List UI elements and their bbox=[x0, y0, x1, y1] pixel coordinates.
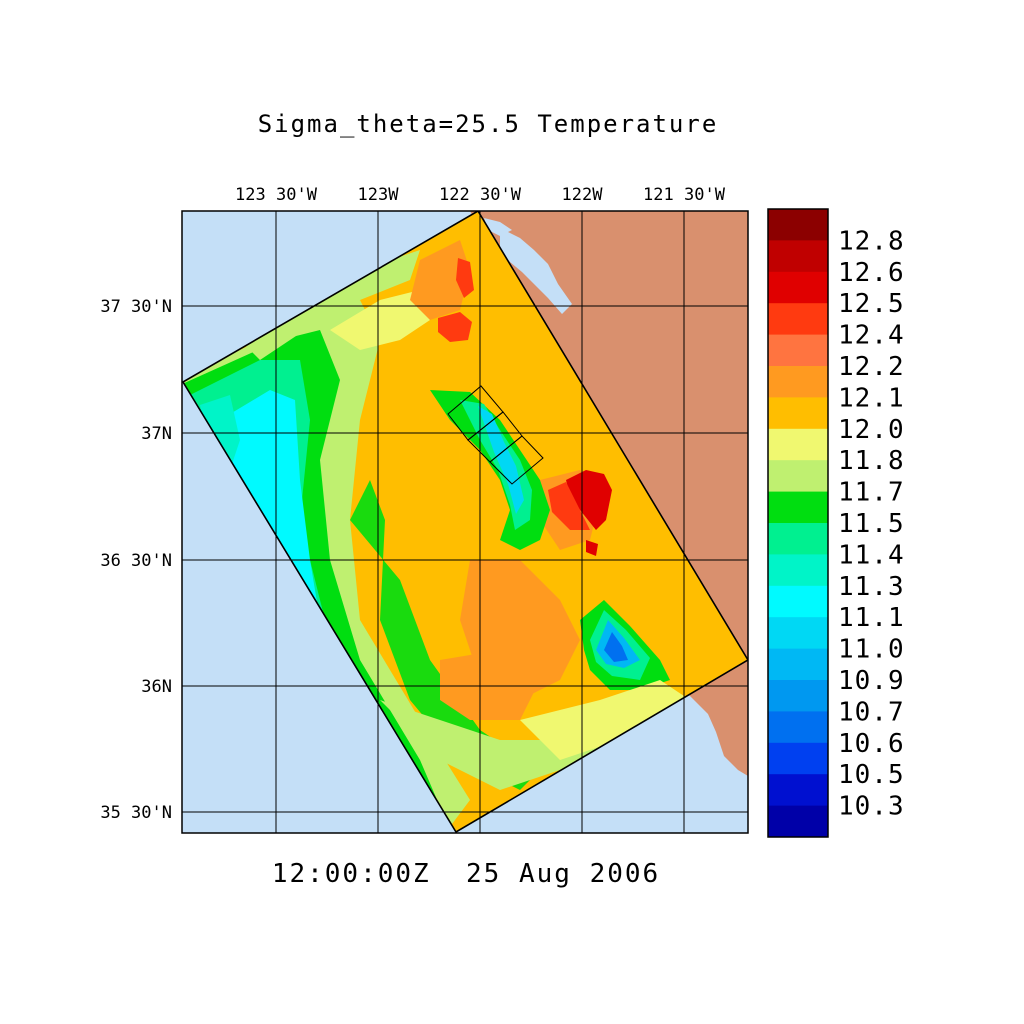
colorbar-label: 12.8 bbox=[838, 226, 905, 256]
colorbar-swatch bbox=[768, 523, 828, 555]
colorbar-swatch bbox=[768, 805, 828, 838]
colorbar-label: 12.6 bbox=[838, 258, 905, 288]
colorbar: 12.812.612.512.412.212.112.011.811.711.5… bbox=[767, 208, 905, 838]
lat-tick-label: 36 30'N bbox=[100, 551, 172, 571]
map-frame bbox=[181, 210, 749, 834]
timestamp-label: 12:00:00Z 25 Aug 2006 bbox=[272, 859, 660, 889]
lat-tick-label: 36N bbox=[141, 677, 172, 697]
colorbar-swatch bbox=[768, 491, 828, 524]
colorbar-swatch bbox=[768, 271, 828, 304]
colorbar-swatch bbox=[768, 334, 828, 367]
colorbar-label: 11.7 bbox=[838, 478, 905, 508]
colorbar-swatch bbox=[768, 774, 828, 807]
colorbar-label: 10.6 bbox=[838, 729, 905, 759]
model-domain-outline bbox=[182, 211, 748, 833]
lat-tick-labels: 37 30'N 37N 36 30'N 36N 35 30'N bbox=[100, 297, 172, 823]
lon-tick-label: 123 30'W bbox=[235, 185, 318, 205]
lon-tick-label: 121 30'W bbox=[643, 185, 726, 205]
colorbar-label: 11.5 bbox=[838, 509, 905, 539]
plot-title: Sigma_theta=25.5 Temperature bbox=[258, 110, 719, 138]
colorbar-label: 12.1 bbox=[838, 383, 905, 413]
colorbar-label: 11.1 bbox=[838, 603, 905, 633]
colorbar-swatch bbox=[768, 209, 828, 241]
nested-domain-box-3 bbox=[489, 435, 544, 485]
colorbar-swatch bbox=[768, 711, 828, 744]
lon-tick-label: 123W bbox=[358, 185, 400, 205]
colorbar-swatch bbox=[768, 742, 828, 775]
colorbar-swatch bbox=[768, 554, 828, 587]
colorbar-label: 11.3 bbox=[838, 572, 905, 602]
colorbar-label: 10.9 bbox=[838, 666, 905, 696]
colorbar-swatch bbox=[768, 460, 828, 493]
colorbar-swatch bbox=[768, 240, 828, 273]
colorbar-frame bbox=[767, 208, 829, 838]
lat-tick-label: 37 30'N bbox=[100, 297, 172, 317]
colorbar-label: 10.7 bbox=[838, 697, 905, 727]
colorbar-swatch bbox=[768, 585, 828, 618]
lat-tick-label: 37N bbox=[141, 424, 172, 444]
lon-tick-label: 122 30'W bbox=[439, 185, 522, 205]
map-panel bbox=[182, 211, 748, 833]
colorbar-label: 11.8 bbox=[838, 446, 905, 476]
colorbar-swatch bbox=[768, 680, 828, 712]
colorbar-swatch bbox=[768, 397, 828, 430]
graticule bbox=[182, 211, 748, 833]
colorbar-swatch bbox=[768, 303, 828, 336]
lon-tick-labels: 123 30'W 123W 122 30'W 122W 121 30'W bbox=[235, 185, 726, 205]
colorbar-swatch bbox=[768, 428, 828, 461]
colorbar-swatch bbox=[768, 648, 828, 681]
lon-tick-label: 122W bbox=[562, 185, 604, 205]
colorbar-label: 10.5 bbox=[838, 760, 905, 790]
colorbar-label: 10.3 bbox=[838, 792, 905, 822]
lat-tick-label: 35 30'N bbox=[100, 803, 172, 823]
colorbar-swatch bbox=[768, 366, 828, 398]
colorbar-swatch bbox=[768, 617, 828, 650]
bay-water bbox=[500, 228, 572, 314]
colorbar-label: 12.2 bbox=[838, 352, 905, 382]
colorbar-label: 12.0 bbox=[838, 415, 905, 445]
colorbar-label: 11.4 bbox=[838, 540, 905, 570]
colorbar-label: 12.5 bbox=[838, 289, 905, 319]
colorbar-label: 12.4 bbox=[838, 321, 905, 351]
colorbar-label: 11.0 bbox=[838, 635, 905, 665]
